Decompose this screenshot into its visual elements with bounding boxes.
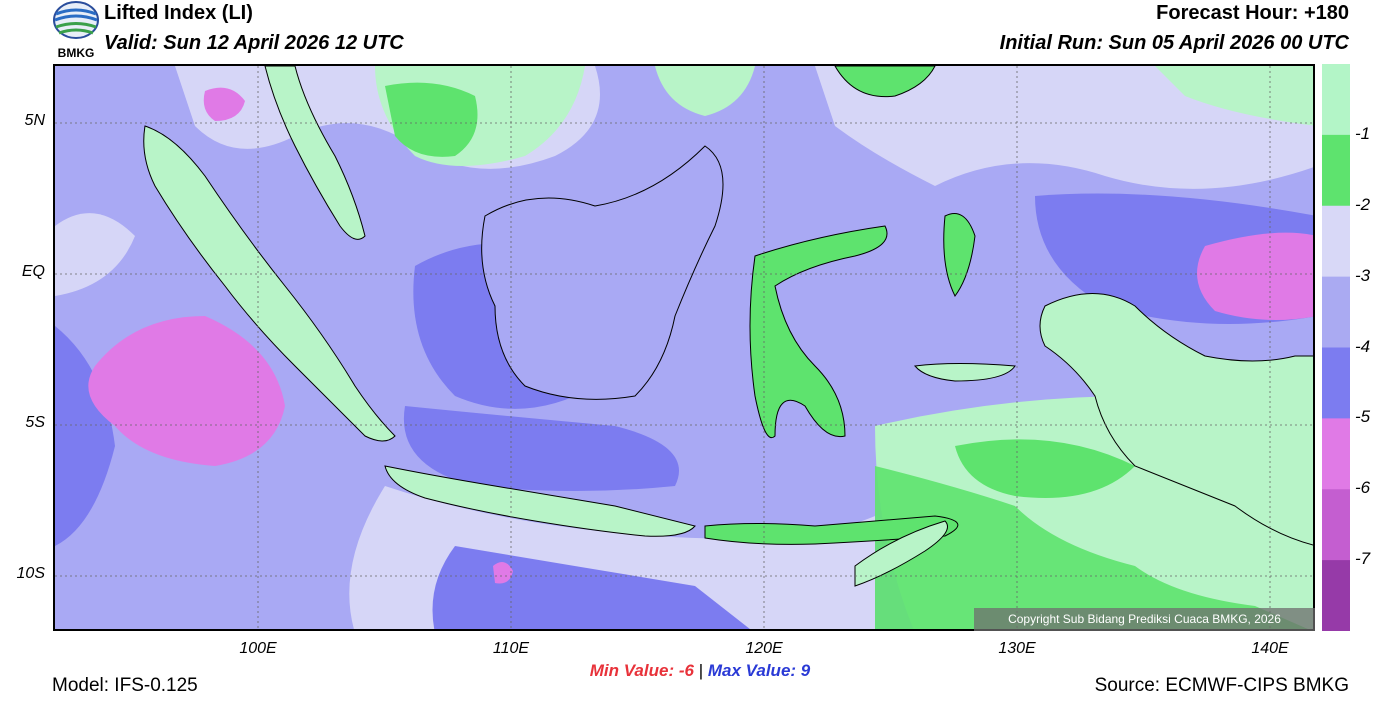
coast-sumatra: [143, 125, 396, 442]
field-minus5-south: [432, 546, 750, 629]
coast-new-guinea: [1039, 293, 1313, 546]
model-name: Model: IFS-0.125: [52, 675, 198, 696]
coast-lesser-sunda: [704, 515, 959, 545]
min-max-values: Min Value: -6 | Max Value: 9: [0, 661, 1400, 681]
field-minus5-west: [55, 326, 115, 546]
coast-timor: [854, 520, 948, 587]
colorbar-segment: [1322, 489, 1350, 561]
coast-halmahera: [943, 213, 976, 297]
field-minus6-north: [203, 87, 245, 121]
bmkg-logo-text: BMKG: [57, 46, 95, 60]
lon-label-100e: 100E: [239, 640, 277, 657]
lat-label-5s: 5S: [25, 414, 45, 431]
field-minus6-dot: [493, 562, 513, 584]
lon-label-130e: 130E: [998, 640, 1036, 657]
max-value: 9: [800, 661, 811, 680]
coast-java: [384, 465, 696, 537]
colorbar-level-label: -4: [1355, 336, 1371, 356]
field-minus1-arafura-2: [955, 439, 1135, 498]
min-value-label: Min Value:: [589, 661, 675, 680]
colorbar-segment: [1322, 347, 1350, 419]
field-minus6-indian-ocean: [88, 316, 285, 466]
min-max-separator: |: [698, 661, 704, 680]
coast-borneo: [481, 145, 724, 400]
field-minus5-java-sea: [403, 406, 679, 491]
field-minus3-west: [55, 213, 135, 296]
map-copyright: Copyright Sub Bidang Prediksi Cuaca BMKG…: [974, 608, 1315, 631]
field-minus1-timor: [875, 466, 1308, 629]
lon-label-120e: 120E: [745, 640, 783, 657]
map-panel: [53, 64, 1315, 631]
colorbar: [1322, 64, 1350, 631]
lifted-index-map: [55, 66, 1313, 629]
colorbar-segment: [1322, 64, 1350, 136]
field-minus2-pacific-nw: [655, 66, 755, 116]
min-value: -6: [678, 661, 694, 680]
chart-title: Lifted Index (LI): [104, 2, 253, 24]
lat-label-5n: 5N: [24, 112, 45, 129]
lat-label-10s: 10S: [16, 565, 45, 582]
colorbar-segment: [1322, 205, 1350, 278]
coast-seram: [914, 363, 1016, 382]
lon-label-110e: 110E: [492, 640, 530, 657]
colorbar-level-label: -5: [1355, 407, 1371, 427]
colorbar-level-label: -3: [1355, 265, 1371, 285]
coast-mindanao: [834, 66, 936, 98]
lat-label-eq: EQ: [21, 263, 45, 280]
bmkg-logo: [53, 1, 99, 39]
colorbar-segment: [1322, 276, 1350, 348]
graticule: [55, 66, 1313, 629]
colorbar-segment: [1322, 134, 1350, 207]
field-minus6-pacific: [1197, 232, 1313, 320]
colorbar-level-label: -2: [1355, 194, 1371, 214]
field-minus2-pacific-ne: [1155, 66, 1313, 126]
valid-time: Valid: Sun 12 April 2026 12 UTC: [104, 32, 404, 54]
coast-sulawesi: [749, 225, 888, 439]
colorbar-segment: [1322, 560, 1350, 631]
max-value-label: Max Value:: [707, 661, 797, 680]
data-source: Source: ECMWF-CIPS BMKG: [1094, 675, 1349, 696]
colorbar-level-label: -1: [1355, 123, 1371, 143]
coast-malay-peninsula: [264, 66, 366, 240]
colorbar-segment: [1322, 418, 1350, 490]
colorbar-level-label: -6: [1355, 478, 1371, 498]
forecast-hour: Forecast Hour: +180: [1156, 2, 1349, 24]
initial-run: Initial Run: Sun 05 April 2026 00 UTC: [999, 32, 1349, 54]
lon-label-140e: 140E: [1251, 640, 1289, 657]
colorbar-level-label: -7: [1355, 549, 1371, 569]
field-minus1-scs: [385, 82, 478, 157]
